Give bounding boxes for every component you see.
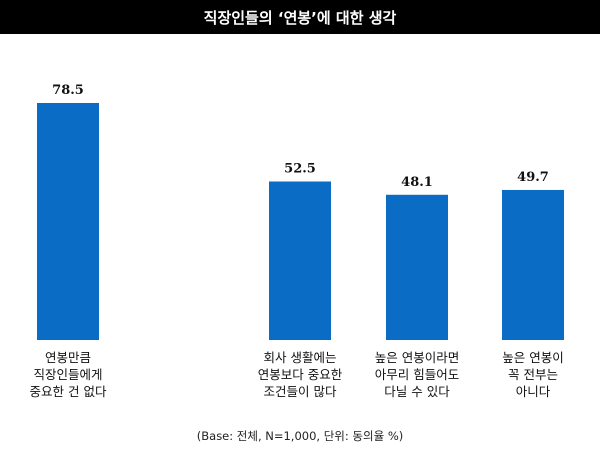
bar-2 [269,181,331,340]
title-bar: 직장인들의 ‘연봉’에 대한 생각 [0,0,600,34]
bar-1 [37,103,99,340]
chart-title: 직장인들의 ‘연봉’에 대한 생각 [203,8,397,27]
category-label-2: 회사 생활에는 연봉보다 중요한 조건들이 많다 [257,350,343,399]
category-label-3: 높은 연봉이라면 아무리 힘들어도 다닐 수 있다 [374,350,460,399]
bar-value-label-3: 48.1 [401,175,433,190]
bar-value-label-4: 49.7 [517,170,549,185]
bar-3 [386,194,448,340]
bar-value-label-2: 52.5 [284,161,316,176]
bar-4 [502,189,564,340]
footnote: (Base: 전체, N=1,000, 단위: 동의율 %) [196,429,404,443]
category-label-4: 높은 연봉이 꼭 전부는 아니다 [502,350,564,399]
category-label-1: 연봉만큼 직장인들에게 중요한 건 없다 [29,350,107,399]
bar-value-label-1: 78.5 [52,83,84,98]
